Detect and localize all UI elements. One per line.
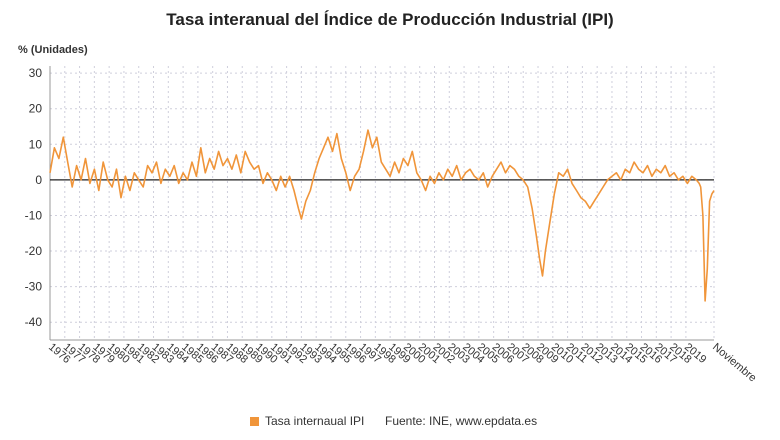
source-text: Fuente: INE, www.epdata.es [385,414,538,428]
chart-title: Tasa interanual del Índice de Producción… [166,10,614,29]
x-tick-label: Noviembre [710,341,758,384]
y-tick-label: -40 [25,315,43,329]
y-tick-label: 30 [29,66,43,80]
y-tick-label: -30 [25,280,43,294]
y-axis-unit-label: % (Unidades) [18,44,88,56]
legend-swatch [250,416,259,426]
y-tick-label: 10 [29,137,43,151]
legend-label: Tasa internaual IPI [265,414,365,428]
series-line-ipi [49,129,715,302]
y-tick-label: 20 [29,102,43,116]
y-tick-label: -10 [25,208,43,222]
y-tick-label: 0 [35,173,42,187]
y-tick-label: -20 [25,244,43,258]
legend: Tasa internaual IPI [250,414,364,428]
line-chart: 3020100-10-20-30-40197619771978197919801… [25,66,759,384]
